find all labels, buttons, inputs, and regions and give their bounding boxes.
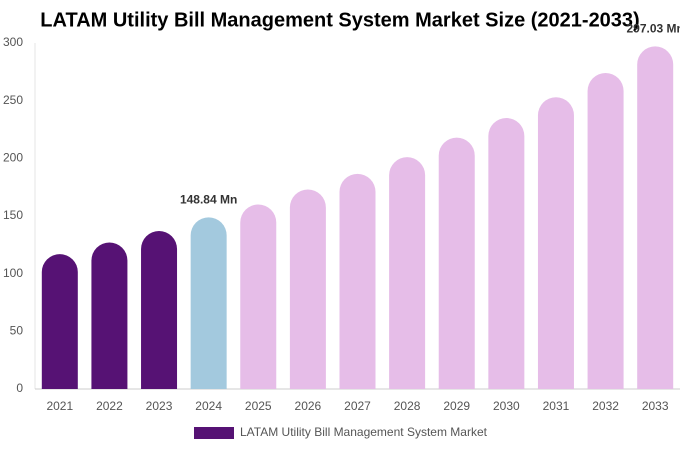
- bar: [438, 137, 475, 389]
- y-tick-label: 250: [3, 93, 23, 107]
- y-tick-label: 0: [16, 381, 23, 395]
- x-tick-label: 2022: [96, 399, 123, 413]
- data-label: 297.03 Mn: [627, 22, 680, 36]
- chart-title: LATAM Utility Bill Management System Mar…: [40, 9, 639, 31]
- legend-swatch: [194, 427, 234, 439]
- data-label: 148.84 Mn: [180, 193, 237, 207]
- y-tick-label: 50: [10, 324, 24, 338]
- x-tick-label: 2027: [344, 399, 371, 413]
- bar: [339, 173, 376, 389]
- bar: [41, 254, 78, 389]
- bar: [141, 231, 178, 389]
- x-tick-label: 2031: [543, 399, 570, 413]
- y-tick-label: 100: [3, 266, 23, 280]
- x-tick-label: 2030: [493, 399, 520, 413]
- bar: [637, 46, 674, 389]
- bar: [190, 217, 227, 389]
- legend-label: LATAM Utility Bill Management System Mar…: [240, 425, 488, 439]
- y-tick-label: 150: [3, 208, 23, 222]
- y-tick-label: 300: [3, 35, 23, 49]
- y-tick-label: 200: [3, 151, 23, 165]
- bar: [389, 157, 426, 389]
- x-tick-label: 2032: [592, 399, 619, 413]
- x-tick-label: 2028: [394, 399, 421, 413]
- bar: [587, 72, 624, 389]
- bar: [289, 189, 326, 389]
- x-tick-label: 2023: [146, 399, 173, 413]
- bar: [240, 204, 277, 389]
- bar: [488, 117, 525, 389]
- x-tick-label: 2026: [295, 399, 322, 413]
- x-tick-label: 2021: [46, 399, 73, 413]
- x-tick-label: 2025: [245, 399, 272, 413]
- x-tick-label: 2029: [443, 399, 470, 413]
- bar: [91, 242, 128, 389]
- bar: [537, 97, 574, 389]
- x-tick-label: 2024: [195, 399, 222, 413]
- x-tick-label: 2033: [642, 399, 669, 413]
